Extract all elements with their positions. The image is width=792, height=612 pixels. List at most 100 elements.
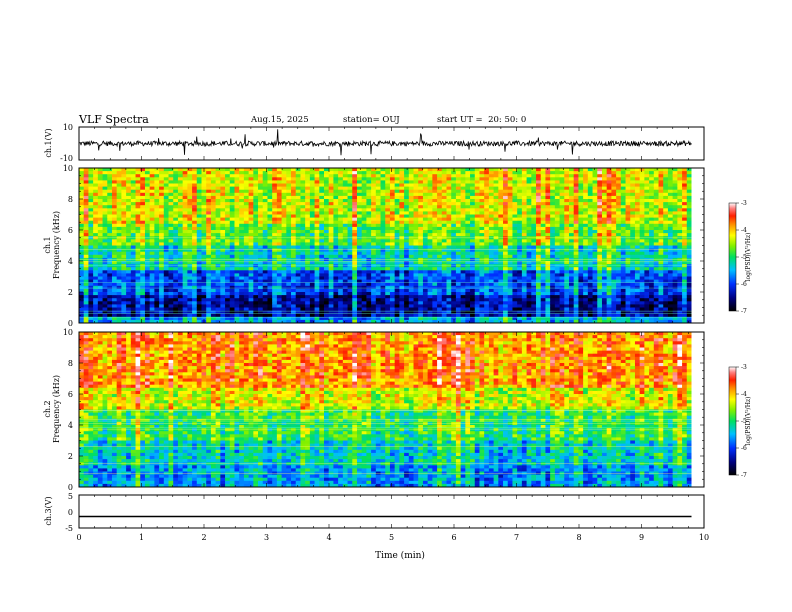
spectrogram-cell (182, 264, 188, 268)
spectrogram-cell (192, 226, 198, 231)
spectrogram-cell (394, 220, 400, 225)
spectrogram-cell (102, 199, 108, 203)
spectrogram-cell (196, 233, 202, 237)
spectrogram-cell (385, 202, 391, 206)
spectrogram-cell (503, 168, 509, 172)
spectrogram-cell (366, 180, 372, 184)
spectrogram-cell (173, 214, 179, 218)
spectrogram-cell (375, 208, 381, 212)
spectrogram-cell (135, 273, 141, 277)
spectrogram-cell (201, 276, 207, 280)
spectrogram-cell (413, 292, 419, 296)
spectrogram-cell (248, 226, 254, 231)
spectrogram-cell (371, 205, 377, 209)
spectrogram-cell (328, 230, 334, 234)
spectrogram-cell (385, 298, 391, 302)
spectrogram-cell (144, 248, 151, 253)
spectrogram-cell (267, 202, 273, 206)
spectrogram-cell (305, 313, 311, 318)
spectrogram-cell (470, 285, 476, 290)
spectrogram-cell (262, 292, 268, 296)
spectrogram-cell (243, 195, 250, 200)
spectrogram-cell (352, 177, 358, 181)
spectrogram-cell (262, 267, 268, 271)
spectrogram-cell (371, 195, 377, 200)
spectrogram-cell (258, 217, 264, 222)
spectrogram-cell (366, 239, 372, 243)
spectrogram-cell (470, 313, 476, 318)
spectrogram-cell (159, 174, 165, 178)
spectrogram-cell (422, 186, 429, 191)
spectrogram-cell (422, 168, 429, 172)
spectrogram-cell (399, 230, 405, 234)
spectrogram-cell (286, 254, 292, 259)
spectrogram-cell (333, 248, 339, 253)
spectrogram-cell (474, 171, 480, 175)
spectrogram-cell (168, 313, 174, 318)
spectrogram-cell (144, 168, 151, 172)
spectrogram-cell (192, 199, 198, 203)
spectrogram-cell (144, 304, 151, 308)
spectrogram-cell (517, 189, 523, 194)
spectrogram-cell (243, 205, 250, 209)
spectrogram-cell (488, 233, 495, 237)
spectrogram-cell (140, 171, 146, 175)
spectrogram-cell (460, 261, 466, 265)
spectrogram-cell (201, 189, 207, 194)
spectrogram-cell (455, 267, 462, 271)
spectrogram-cell (93, 168, 99, 172)
spectrogram-cell (526, 217, 532, 222)
spectrogram-cell (243, 254, 250, 259)
spectrogram-cell (413, 192, 419, 197)
spectrogram-cell (333, 180, 339, 184)
spectrogram-cell (338, 186, 344, 191)
spectrogram-cell (484, 199, 490, 203)
spectrogram-cell (253, 233, 259, 237)
spectrogram-cell (404, 301, 410, 305)
spectrogram-cell (446, 285, 452, 290)
spectrogram-cell (121, 208, 127, 212)
spectrogram-cell (521, 189, 527, 194)
spectrogram-cell (295, 276, 301, 280)
spectrogram-cell (314, 171, 320, 175)
spectrogram-cell (484, 267, 490, 271)
spectrogram-cell (107, 217, 113, 222)
spectrogram-cell (356, 304, 363, 308)
spectrogram-cell (88, 282, 94, 287)
spectrogram-cell (503, 230, 509, 234)
spectrogram-cell (352, 276, 358, 280)
spectrogram-cell (479, 242, 485, 246)
spectrogram-cell (130, 288, 136, 293)
spectrogram-cell (210, 313, 217, 318)
spectrogram-cell (182, 248, 188, 253)
spectrogram-cell (366, 310, 372, 315)
spectrogram-cell (173, 183, 179, 187)
spectrogram-cell (314, 211, 320, 215)
spectrogram-cell (140, 177, 146, 181)
spectrogram-cell (404, 202, 410, 206)
spectrogram-cell (484, 245, 490, 249)
spectrogram-cell (517, 217, 523, 222)
spectrogram-cell (455, 205, 462, 209)
spectrogram-cell (474, 214, 480, 218)
spectrogram-cell (300, 177, 306, 181)
spectrogram-cell (267, 270, 273, 274)
spectrogram-cell (399, 233, 405, 237)
spectrogram-cell (455, 211, 462, 215)
spectrogram-cell (526, 313, 532, 318)
spectrogram-cell (328, 276, 334, 280)
spectrogram-cell (460, 270, 466, 274)
spectrogram-cell (225, 211, 231, 215)
spectrogram-cell (135, 195, 141, 200)
spectrogram-cell (399, 288, 405, 293)
spectrogram-cell (88, 226, 94, 231)
spectrogram-cell (210, 248, 217, 253)
spectrogram-cell (210, 199, 217, 203)
spectrogram-cell (267, 195, 273, 200)
spectrogram-cell (253, 192, 259, 197)
spectrogram-cell (422, 245, 429, 249)
spectrogram-cell (295, 295, 301, 299)
spectrogram-cell (474, 295, 480, 299)
spectrogram-cell (111, 186, 118, 191)
spectrogram-cell (102, 276, 108, 280)
